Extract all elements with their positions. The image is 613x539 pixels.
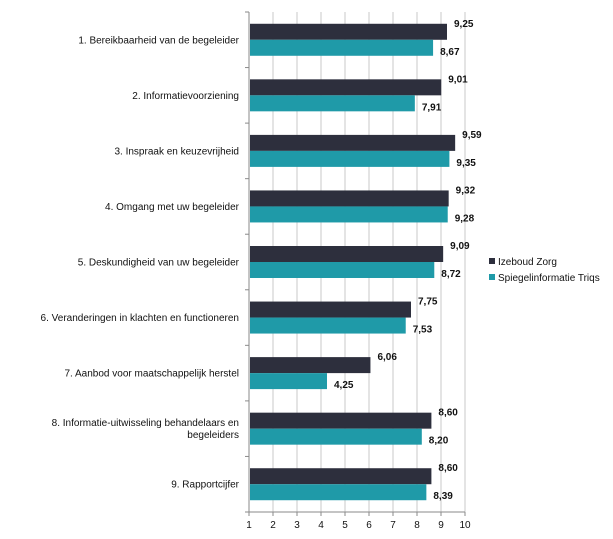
- x-tick-label: 4: [318, 520, 324, 531]
- data-label: 8,20: [429, 436, 449, 447]
- category-label: 9. Rapportcijfer: [171, 480, 239, 491]
- bar-izeboud: [250, 412, 432, 429]
- bar-triqs: [250, 262, 435, 278]
- data-label: 9,59: [462, 130, 482, 141]
- data-label: 8,60: [438, 463, 458, 474]
- x-tick-label: 9: [438, 520, 444, 531]
- x-tick-label: 5: [342, 520, 348, 531]
- x-tick-label: 3: [294, 520, 300, 531]
- bars: [250, 23, 456, 501]
- bar-izeboud: [250, 190, 449, 207]
- bar-izeboud: [250, 468, 432, 485]
- bar-triqs: [250, 95, 415, 112]
- x-tick-label: 10: [459, 520, 471, 531]
- category-label: 3. Inspraak en keuzevrijheid: [114, 146, 239, 157]
- legend-swatch: [489, 258, 495, 264]
- category-label: 6. Veranderingen in klachten en function…: [41, 313, 239, 324]
- bar-triqs: [250, 317, 406, 334]
- legend-label: Izeboud Zorg: [498, 257, 557, 268]
- data-label: 8,72: [441, 269, 461, 280]
- x-tick-label: 8: [414, 520, 420, 531]
- data-label: 9,01: [448, 74, 468, 85]
- x-tick-label: 2: [270, 520, 276, 531]
- data-label: 8,60: [438, 408, 458, 419]
- bar-izeboud: [250, 301, 411, 318]
- data-label: 4,25: [334, 380, 354, 391]
- category-label: 7. Aanbod voor maatschappelijk herstel: [64, 369, 239, 380]
- category-label: 1. Bereikbaarheid van de begeleider: [78, 35, 239, 46]
- bar-izeboud: [250, 134, 456, 151]
- data-label: 8,67: [440, 47, 460, 58]
- data-label: 6,06: [377, 352, 397, 363]
- data-label: 7,91: [422, 102, 442, 113]
- category-label: 8. Informatie-uitwisseling behandelaars …: [52, 418, 239, 441]
- bar-izeboud: [250, 79, 442, 96]
- data-label: 9,32: [456, 185, 476, 196]
- x-tick-label: 7: [390, 520, 396, 531]
- data-label: 9,28: [455, 213, 475, 224]
- x-tick-label: 1: [246, 520, 252, 531]
- bar-triqs: [250, 39, 434, 56]
- bar-izeboud: [250, 23, 447, 40]
- bar-triqs: [250, 206, 448, 223]
- bar-izeboud: [250, 357, 371, 374]
- data-label: 7,53: [413, 325, 433, 336]
- bar-triqs: [250, 373, 327, 390]
- bar-triqs: [250, 484, 427, 501]
- data-label: 9,35: [456, 158, 476, 169]
- legend-swatch: [489, 274, 495, 280]
- data-label: 8,39: [433, 491, 453, 502]
- category-label: 4. Omgang met uw begeleider: [105, 202, 240, 213]
- data-label: 9,09: [450, 241, 470, 252]
- category-label: 5. Deskundigheid van uw begeleider: [78, 258, 240, 269]
- legend-label: Spiegelinformatie Triqs: [498, 273, 600, 284]
- data-label: 9,25: [454, 19, 474, 30]
- bar-triqs: [250, 150, 450, 167]
- axes: [245, 11, 466, 516]
- labels: 1 2 3 4 5 6 7 8 9 10 1. Bereikbaarheid van de bege…: [41, 19, 483, 531]
- data-label: 7,75: [418, 297, 438, 308]
- category-label: 2. Informatievoorziening: [132, 91, 239, 102]
- legend: Izeboud Zorg Spiegelinformatie Triqs: [489, 257, 600, 284]
- bar-izeboud: [250, 246, 444, 262]
- bar-triqs: [250, 428, 422, 445]
- x-tick-label: 6: [366, 520, 372, 531]
